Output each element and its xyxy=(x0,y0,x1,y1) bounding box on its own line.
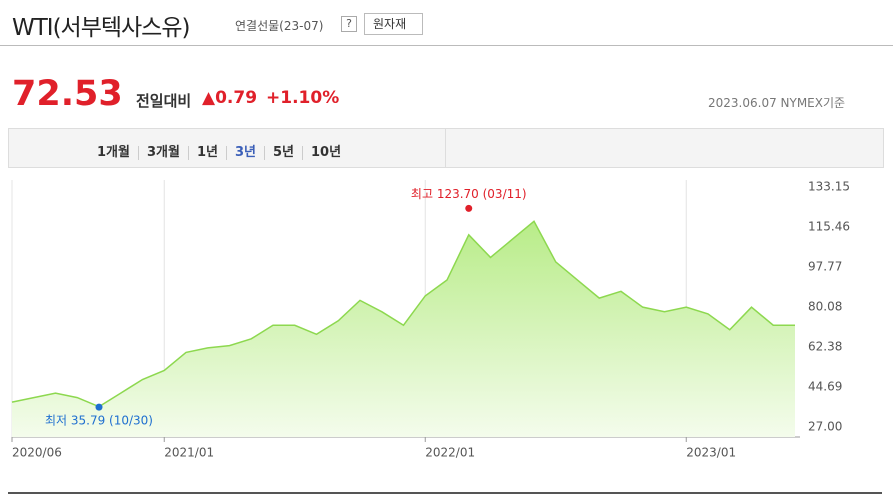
up-icon: ▲ xyxy=(202,88,216,108)
change-percent: +1.10% xyxy=(266,88,340,108)
y-tick-label: 133.15 xyxy=(808,180,850,194)
tab-bar: 1개월 3개월 1년 3년 5년 10년 xyxy=(8,128,884,168)
period-tab[interactable]: 1년 xyxy=(187,146,226,160)
period-tab[interactable]: 1개월 xyxy=(97,145,130,160)
period-tab[interactable]: 10년 xyxy=(301,146,349,160)
help-button[interactable]: ? xyxy=(341,16,357,32)
y-tick-label: 97.77 xyxy=(808,259,842,273)
y-tick-label: 80.08 xyxy=(808,299,842,313)
annotation-label: 최저 35.79 (10/30) xyxy=(45,414,153,428)
period-tab[interactable]: 5년 xyxy=(263,146,302,160)
y-tick-label: 62.38 xyxy=(808,340,842,354)
period-tab[interactable]: 3개월 xyxy=(137,146,188,160)
bottom-rule xyxy=(8,492,882,494)
x-tick-label: 2020/06 xyxy=(12,446,62,460)
category-button[interactable]: 원자재 xyxy=(364,13,424,35)
tab-list: 1개월 3개월 1년 3년 5년 10년 xyxy=(89,141,349,160)
y-tick-label: 115.46 xyxy=(808,219,850,233)
change-label: 전일대비 xyxy=(136,92,192,110)
annotation-dot xyxy=(465,204,473,212)
y-tick-label: 27.00 xyxy=(808,420,842,434)
date: 2023.06.07 NYMEX기준 xyxy=(708,96,846,110)
annotation-label: 최고 123.70 (03/11) xyxy=(411,187,527,201)
x-tick-label: 2021/01 xyxy=(164,446,214,460)
tab-divider xyxy=(445,129,446,167)
annotation-dot xyxy=(95,403,103,411)
x-tick-label: 2023/01 xyxy=(686,446,736,460)
line xyxy=(11,220,795,408)
period-tab[interactable]: 3년 xyxy=(225,146,264,160)
title: WTI(서부텍사스유) xyxy=(12,15,190,41)
y-tick-label: 44.69 xyxy=(808,380,842,394)
change: ▲0.79 xyxy=(202,88,257,108)
change-value: 0.79 xyxy=(215,88,258,108)
chart: 2020/06 2021/01 2022/01 2023/01 27.00 44.69 62… xyxy=(11,180,850,460)
subtitle: 연결선물(23-07) xyxy=(235,19,324,33)
divider xyxy=(0,45,893,46)
area xyxy=(12,221,795,437)
x-tick-label: 2022/01 xyxy=(425,446,475,460)
price: 72.53 xyxy=(12,74,123,114)
